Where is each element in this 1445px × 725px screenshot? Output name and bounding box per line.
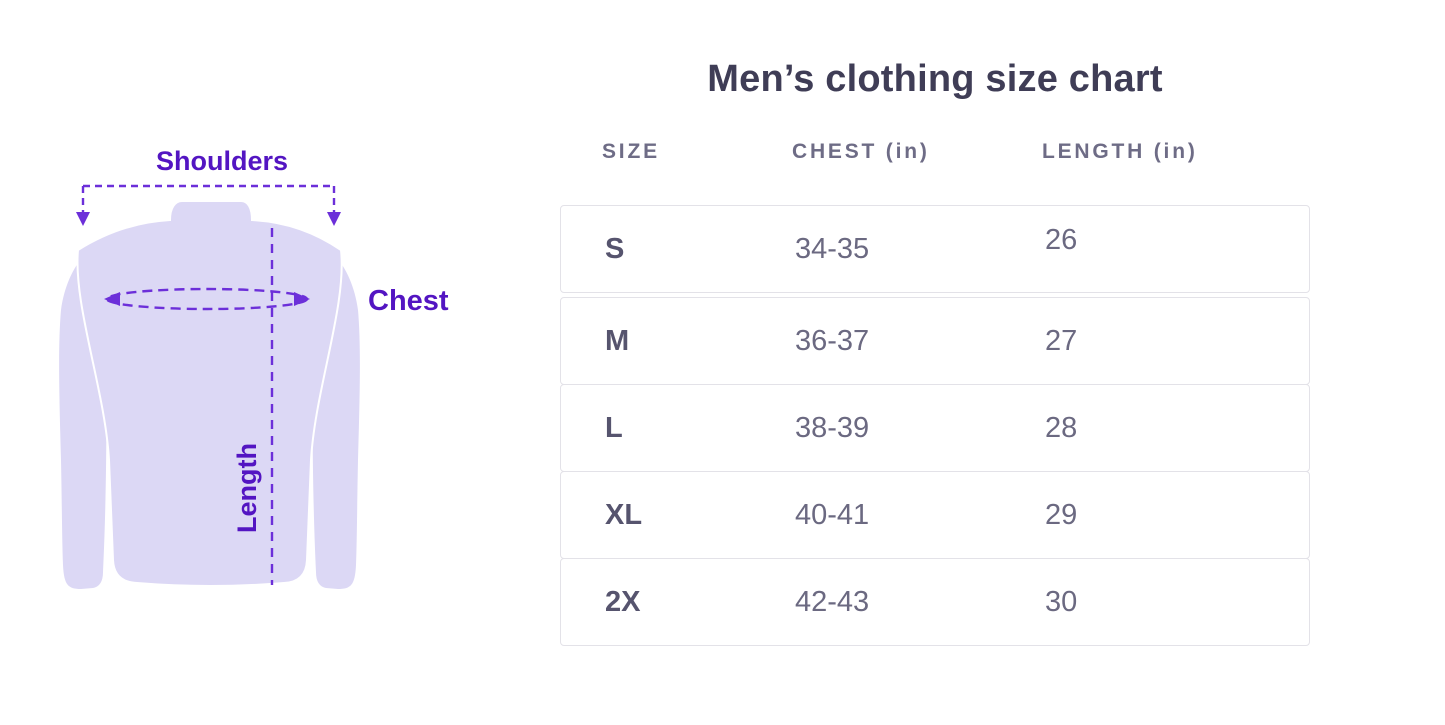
cell-length: 28 bbox=[1045, 411, 1078, 444]
page-title: Men’s clothing size chart bbox=[707, 58, 1163, 100]
table-row: XL 40-41 29 bbox=[560, 471, 1310, 559]
cell-size: L bbox=[605, 411, 623, 444]
cell-length: 26 bbox=[1045, 223, 1078, 256]
cell-length: 30 bbox=[1045, 585, 1078, 618]
shoulders-measure-arrow bbox=[81, 184, 336, 212]
cell-size: 2X bbox=[605, 585, 641, 618]
cell-length: 29 bbox=[1045, 498, 1078, 531]
chest-arrowhead-right bbox=[294, 292, 310, 306]
shirt-body bbox=[76, 200, 343, 587]
table-row: 2X 42-43 30 bbox=[560, 558, 1310, 646]
shoulders-arrowhead-right bbox=[327, 212, 341, 226]
table-header-row: SIZE CHEST (in) LENGTH (in) bbox=[560, 140, 1310, 164]
cell-chest: 38-39 bbox=[795, 411, 870, 444]
cell-size: XL bbox=[605, 498, 643, 531]
cell-chest: 42-43 bbox=[795, 585, 870, 618]
length-label: Length bbox=[232, 443, 262, 533]
column-header-length: LENGTH (in) bbox=[1042, 140, 1198, 163]
cell-chest: 40-41 bbox=[795, 498, 870, 531]
column-header-size: SIZE bbox=[602, 140, 660, 163]
cell-size: M bbox=[605, 324, 630, 357]
table-row: L 38-39 28 bbox=[560, 384, 1310, 472]
cell-chest: 34-35 bbox=[795, 232, 870, 265]
table-row: M 36-37 27 bbox=[560, 297, 1310, 385]
cell-size: S bbox=[605, 232, 625, 265]
column-header-chest: CHEST (in) bbox=[792, 140, 930, 163]
shoulders-label: Shoulders bbox=[156, 146, 288, 176]
cell-chest: 36-37 bbox=[795, 324, 870, 357]
size-table: S 34-35 26 M 36-37 27 L 38-39 28 XL 40-4… bbox=[560, 205, 1310, 646]
chest-label: Chest bbox=[368, 285, 449, 317]
shoulders-arrowhead-left bbox=[76, 212, 90, 226]
shirt-diagram: Shoulders Chest Length bbox=[59, 146, 449, 589]
cell-length: 27 bbox=[1045, 324, 1078, 357]
chest-arrowhead-left bbox=[104, 292, 120, 306]
table-row: S 34-35 26 bbox=[560, 205, 1310, 293]
